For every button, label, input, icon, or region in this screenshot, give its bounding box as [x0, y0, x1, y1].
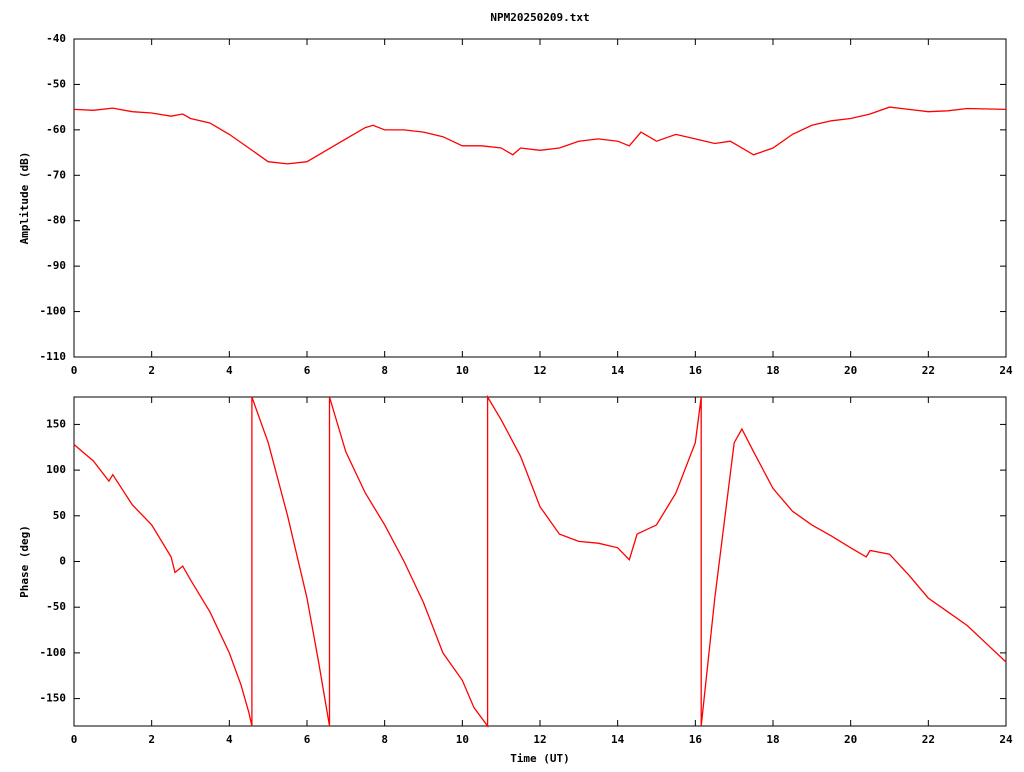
x-tick-label: 22	[922, 733, 935, 746]
x-tick-label: 4	[226, 364, 233, 377]
y-tick-label: -50	[46, 600, 66, 613]
x-tick-label: 14	[611, 364, 625, 377]
plot-frame	[73, 396, 1007, 727]
y-tick-label: -110	[40, 350, 67, 363]
x-tick-label: 14	[611, 733, 625, 746]
y-tick-label: 150	[46, 417, 66, 430]
x-tick-label: 20	[844, 733, 857, 746]
y-tick-label: 50	[53, 509, 66, 522]
x-tick-label: 2	[148, 733, 155, 746]
x-tick-label: 8	[381, 364, 388, 377]
y-tick-label: -40	[46, 32, 66, 45]
data-line	[73, 106, 1007, 165]
data-line	[73, 394, 1007, 728]
y-tick-label: -50	[46, 77, 66, 90]
x-tick-label: 24	[999, 364, 1013, 377]
x-tick-label: 10	[456, 733, 469, 746]
x-tick-label: 6	[304, 364, 311, 377]
x-tick-label: 6	[304, 733, 311, 746]
plot-frame	[73, 38, 1007, 358]
chart-title: NPM20250209.txt	[490, 11, 589, 24]
x-tick-label: 12	[533, 364, 546, 377]
x-tick-label: 10	[456, 364, 469, 377]
y-tick-label: -150	[40, 692, 67, 705]
y-tick-label: -70	[46, 168, 66, 181]
y-axis-label: Phase (deg)	[18, 525, 31, 598]
y-axis-label: Amplitude (dB)	[18, 152, 31, 245]
x-tick-label: 16	[689, 733, 703, 746]
x-tick-label: 16	[689, 364, 703, 377]
y-tick-label: -60	[46, 123, 66, 136]
x-tick-label: 22	[922, 364, 935, 377]
x-tick-label: 18	[766, 364, 779, 377]
y-tick-label: -100	[40, 646, 67, 659]
x-tick-label: 24	[999, 733, 1013, 746]
x-axis-label: Time (UT)	[510, 752, 570, 765]
y-tick-label: 100	[46, 463, 66, 476]
y-tick-label: 0	[59, 555, 66, 568]
x-tick-label: 0	[71, 733, 78, 746]
x-tick-label: 2	[148, 364, 155, 377]
y-tick-label: -100	[40, 305, 67, 318]
y-tick-label: -80	[46, 214, 66, 227]
x-tick-label: 8	[381, 733, 388, 746]
x-tick-label: 4	[226, 733, 233, 746]
x-tick-label: 20	[844, 364, 857, 377]
x-tick-label: 0	[71, 364, 78, 377]
x-tick-label: 18	[766, 733, 779, 746]
x-tick-label: 12	[533, 733, 546, 746]
y-tick-label: -90	[46, 259, 66, 272]
